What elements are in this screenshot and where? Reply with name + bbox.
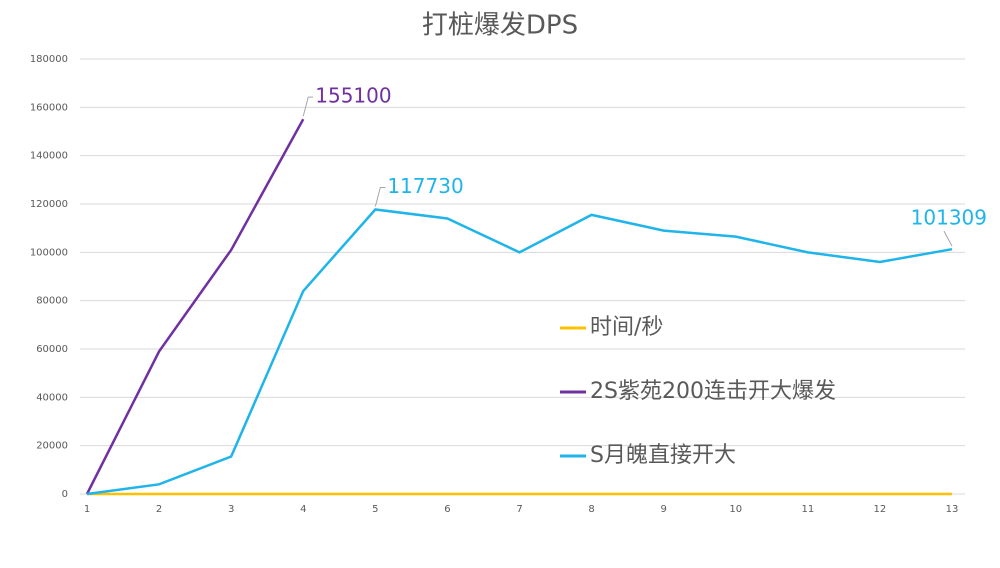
legend-label: 2S紫苑200连击开大爆发 bbox=[590, 379, 836, 404]
label-leader bbox=[943, 230, 953, 247]
y-tick-label: 180000 bbox=[30, 54, 68, 65]
data-label: 155100 bbox=[315, 84, 391, 108]
x-tick-label: 5 bbox=[372, 504, 378, 515]
x-tick-label: 13 bbox=[946, 504, 959, 515]
data-label: 117730 bbox=[387, 174, 463, 198]
y-tick-label: 20000 bbox=[36, 441, 68, 452]
label-leader bbox=[374, 186, 386, 207]
chart-title: 打桩爆发DPS bbox=[422, 11, 578, 41]
y-tick-label: 80000 bbox=[36, 296, 68, 307]
x-tick-label: 3 bbox=[228, 504, 234, 515]
y-tick-label: 40000 bbox=[36, 392, 68, 403]
y-tick-label: 120000 bbox=[30, 199, 68, 210]
x-tick-label: 9 bbox=[660, 504, 666, 515]
x-tick-label: 7 bbox=[516, 504, 522, 515]
y-tick-label: 0 bbox=[62, 489, 68, 500]
x-tick-label: 12 bbox=[874, 504, 887, 515]
y-tick-label: 60000 bbox=[36, 344, 68, 355]
data-label: 101309 bbox=[911, 206, 987, 230]
series-line bbox=[86, 208, 953, 496]
x-tick-label: 2 bbox=[156, 504, 162, 515]
x-tick-label: 6 bbox=[444, 504, 450, 515]
y-tick-label: 100000 bbox=[30, 247, 68, 258]
legend-label: S月魄直接开大 bbox=[590, 443, 736, 468]
y-tick-label: 140000 bbox=[30, 151, 68, 162]
series-line bbox=[85, 118, 305, 495]
x-tick-label: 8 bbox=[588, 504, 594, 515]
x-tick-label: 11 bbox=[801, 504, 814, 515]
x-tick-label: 10 bbox=[729, 504, 742, 515]
label-leader bbox=[302, 96, 314, 117]
x-tick-label: 4 bbox=[300, 504, 306, 515]
legend-label: 时间/秒 bbox=[590, 315, 663, 340]
y-tick-label: 160000 bbox=[30, 102, 68, 113]
x-tick-label: 1 bbox=[84, 504, 90, 515]
